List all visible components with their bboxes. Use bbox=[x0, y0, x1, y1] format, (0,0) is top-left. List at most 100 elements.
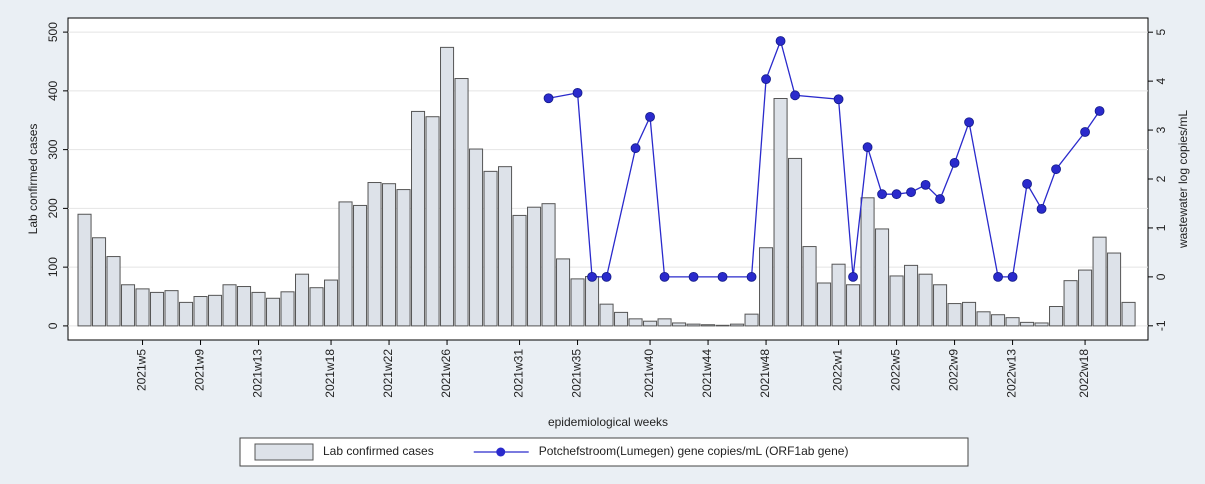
bar bbox=[164, 290, 179, 327]
marker bbox=[920, 179, 931, 190]
bar bbox=[730, 323, 745, 327]
marker bbox=[543, 93, 554, 104]
bar bbox=[701, 324, 716, 327]
x-tick-label: 2021w22 bbox=[381, 349, 395, 398]
bar bbox=[411, 110, 426, 327]
bar bbox=[657, 318, 672, 327]
bar bbox=[338, 201, 353, 327]
marker bbox=[833, 94, 844, 105]
bar bbox=[585, 276, 600, 327]
y-tick-label: 0 bbox=[46, 322, 60, 329]
marker bbox=[891, 189, 902, 200]
marker bbox=[1080, 127, 1090, 137]
bar bbox=[150, 291, 165, 327]
marker bbox=[964, 117, 974, 128]
bar bbox=[846, 284, 861, 327]
marker bbox=[761, 74, 771, 85]
y2-axis-title: wastewater log copies/mL bbox=[1176, 110, 1190, 249]
bar bbox=[324, 279, 339, 327]
bar bbox=[92, 237, 107, 327]
bar bbox=[570, 278, 585, 327]
bar bbox=[1005, 317, 1020, 327]
x-tick-label: 2021w35 bbox=[570, 349, 584, 398]
bar bbox=[367, 182, 382, 327]
marker bbox=[775, 36, 786, 46]
bar bbox=[396, 189, 411, 327]
bar bbox=[193, 296, 208, 327]
x-tick-label: 2021w9 bbox=[193, 349, 207, 391]
x-tick-label: 2022w5 bbox=[889, 349, 903, 391]
bar bbox=[918, 273, 933, 327]
bar bbox=[222, 284, 237, 327]
bar bbox=[556, 258, 571, 327]
bar bbox=[933, 284, 948, 327]
marker bbox=[790, 90, 800, 101]
y2-tick-label: 2 bbox=[1154, 175, 1168, 182]
marker bbox=[587, 271, 597, 282]
x-tick-label: 2021w31 bbox=[512, 349, 526, 398]
legend-label: Lab confirmed cases bbox=[323, 444, 434, 458]
bar bbox=[527, 206, 542, 327]
marker bbox=[935, 194, 945, 204]
bar bbox=[135, 288, 150, 327]
x-tick-label: 2021w13 bbox=[251, 349, 265, 398]
bar bbox=[237, 286, 252, 327]
marker bbox=[993, 271, 1003, 282]
y2-tick-label: 5 bbox=[1154, 29, 1168, 36]
x-tick-label: 2021w18 bbox=[323, 349, 337, 398]
y2-tick-label: 4 bbox=[1154, 77, 1168, 84]
bar bbox=[280, 291, 295, 327]
bar bbox=[266, 297, 281, 327]
bar bbox=[686, 323, 701, 327]
bar bbox=[309, 287, 324, 327]
bar bbox=[1121, 301, 1136, 327]
bar bbox=[425, 116, 440, 327]
bar bbox=[498, 166, 513, 327]
bar bbox=[889, 275, 904, 327]
bar bbox=[1092, 236, 1107, 327]
bar bbox=[469, 148, 484, 327]
bar bbox=[353, 204, 368, 327]
bar bbox=[1049, 306, 1064, 327]
x-tick-label: 2022w18 bbox=[1077, 349, 1091, 398]
bar bbox=[773, 98, 788, 327]
y-tick-label: 300 bbox=[46, 139, 60, 159]
bar bbox=[962, 301, 977, 327]
x-tick-label: 2021w40 bbox=[642, 349, 656, 398]
bar bbox=[121, 284, 136, 327]
x-tick-label: 2021w48 bbox=[758, 349, 772, 398]
legend bbox=[239, 437, 969, 467]
marker bbox=[659, 271, 670, 282]
bar bbox=[628, 318, 643, 327]
bar bbox=[614, 311, 629, 327]
y-tick-label: 200 bbox=[46, 198, 60, 218]
bar bbox=[947, 303, 962, 327]
bar bbox=[788, 157, 803, 327]
bar bbox=[904, 264, 919, 327]
bar bbox=[77, 213, 92, 327]
bar bbox=[991, 314, 1006, 327]
marker bbox=[1094, 106, 1105, 116]
bar bbox=[483, 170, 498, 327]
x-axis-title: epidemiological weeks bbox=[548, 415, 668, 429]
y2-tick-label: -1 bbox=[1154, 320, 1168, 331]
y-tick-label: 400 bbox=[46, 81, 60, 101]
bar bbox=[541, 203, 556, 327]
y-tick-label: 500 bbox=[46, 22, 60, 42]
marker bbox=[688, 271, 699, 282]
bar bbox=[875, 228, 890, 327]
marker bbox=[630, 143, 641, 154]
bar bbox=[817, 282, 832, 327]
bar bbox=[802, 246, 817, 327]
marker bbox=[862, 142, 873, 153]
bar bbox=[599, 303, 614, 327]
marker bbox=[1051, 164, 1061, 175]
marker bbox=[848, 271, 858, 282]
legend-swatch bbox=[254, 443, 314, 461]
x-tick-label: 2021w44 bbox=[700, 349, 714, 398]
bar bbox=[759, 247, 774, 327]
bar bbox=[860, 197, 875, 327]
bar bbox=[1107, 252, 1122, 327]
